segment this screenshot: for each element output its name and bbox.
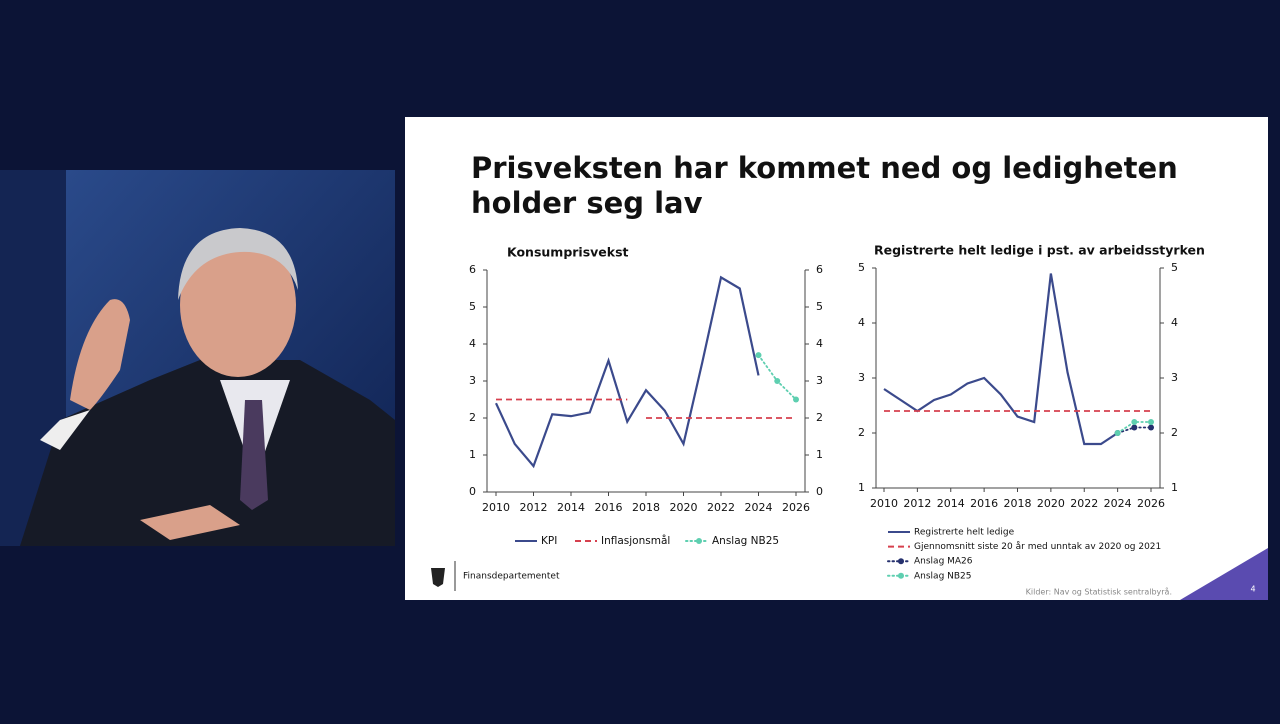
slide-title: holder seg lav <box>471 186 703 220</box>
y-tick-label: 1 <box>858 481 865 494</box>
legend-label: Gjennomsnitt siste 20 år med unntak av 2… <box>914 541 1161 552</box>
legend-marker <box>898 558 904 565</box>
x-tick-label: 2024 <box>1104 497 1132 510</box>
y-tick-label: 3 <box>858 371 865 384</box>
legend-label: Anslag NB25 <box>712 535 779 547</box>
video-speaker <box>0 170 395 546</box>
x-tick-label: 2018 <box>1004 497 1032 510</box>
y2-tick-label: 2 <box>816 411 823 424</box>
y2-tick-label: 4 <box>1171 316 1178 329</box>
y-tick-label: 4 <box>858 316 865 329</box>
legend-label: Inflasjonsmål <box>601 534 670 547</box>
y2-tick-label: 1 <box>816 448 823 461</box>
x-tick-label: 2020 <box>670 501 698 514</box>
y-tick-label: 5 <box>858 261 865 274</box>
x-tick-label: 2026 <box>1137 497 1165 510</box>
ministry-name: Finansdepartementet <box>463 572 560 582</box>
y2-tick-label: 5 <box>816 300 823 313</box>
point <box>793 396 799 403</box>
x-tick-label: 2022 <box>707 501 735 514</box>
y2-tick-label: 4 <box>816 337 823 350</box>
x-tick-label: 2016 <box>595 501 623 514</box>
chart-title: Registrerte helt ledige i pst. av arbeid… <box>874 243 1205 258</box>
x-tick-label: 2018 <box>632 501 660 514</box>
y2-tick-label: 3 <box>1171 371 1178 384</box>
x-tick-label: 2010 <box>482 501 510 514</box>
chart-title: Konsumprisvekst <box>507 245 629 260</box>
y2-tick-label: 6 <box>816 263 823 276</box>
y-tick-label: 5 <box>469 300 476 313</box>
x-tick-label: 2014 <box>937 497 965 510</box>
x-tick-label: 2020 <box>1037 497 1065 510</box>
x-tick-label: 2024 <box>745 501 773 514</box>
y-tick-label: 6 <box>469 263 476 276</box>
point <box>1114 430 1121 436</box>
point <box>1148 419 1154 425</box>
y-tick-label: 0 <box>469 485 476 498</box>
slide <box>405 117 1268 600</box>
point <box>774 378 781 384</box>
slide-title: Prisveksten har kommet ned og ledigheten <box>471 151 1178 185</box>
y2-tick-label: 5 <box>1171 261 1178 274</box>
page-number: 4 <box>1250 585 1255 594</box>
point <box>1131 419 1138 425</box>
y-tick-label: 2 <box>469 411 476 424</box>
legend-label: KPI <box>541 535 557 547</box>
y2-tick-label: 1 <box>1171 481 1178 494</box>
x-tick-label: 2016 <box>970 497 998 510</box>
y-tick-label: 2 <box>858 426 865 439</box>
legend-label: Anslag MA26 <box>914 557 973 567</box>
y-tick-label: 3 <box>469 374 476 387</box>
x-tick-label: 2010 <box>870 497 898 510</box>
x-tick-label: 2026 <box>782 501 810 514</box>
x-tick-label: 2014 <box>557 501 585 514</box>
x-tick-label: 2012 <box>520 501 548 514</box>
legend-marker <box>898 572 904 579</box>
legend-label: Anslag NB25 <box>914 571 972 581</box>
corner-decoration <box>1180 548 1268 600</box>
point <box>1131 424 1138 431</box>
source-note: Kilder: Nav og Statistisk sentralbyrå. <box>1026 587 1172 597</box>
logo <box>431 561 456 591</box>
y2-tick-label: 3 <box>816 374 823 387</box>
legend-marker <box>696 538 702 544</box>
y2-tick-label: 0 <box>816 485 823 498</box>
y2-tick-label: 2 <box>1171 426 1178 439</box>
x-tick-label: 2022 <box>1070 497 1098 510</box>
y-tick-label: 4 <box>469 337 476 350</box>
point <box>1148 424 1154 431</box>
legend-label: Registrerte helt ledige <box>914 528 1015 538</box>
point <box>755 352 762 359</box>
series-line <box>495 275 760 469</box>
x-tick-label: 2012 <box>903 497 931 510</box>
y-tick-label: 1 <box>469 448 476 461</box>
series-line <box>883 273 1119 446</box>
